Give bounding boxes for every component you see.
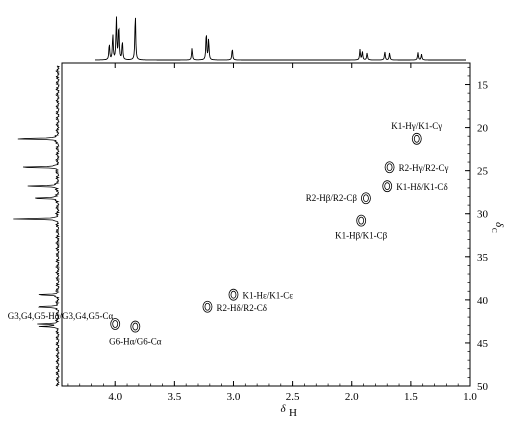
cross-peak-contour: [110, 318, 121, 330]
y-axis-label: δC: [490, 222, 505, 233]
x-tick-label: 3.0: [227, 391, 241, 403]
cross-peak-label: R2-Hδ/R2-Cδ: [216, 303, 266, 313]
x-tick-label: 3.5: [167, 391, 181, 403]
x-tick-label: 2.0: [345, 391, 359, 403]
cross-peak-contour: [356, 214, 367, 227]
y-tick-label: 20: [477, 123, 489, 135]
cross-peak-label: G6-Hα/G6-Cα: [109, 337, 162, 347]
y-tick-label: 15: [477, 80, 489, 92]
cross-peak-contour: [228, 288, 239, 301]
cross-peak-label: R2-Hγ/R2-Cγ: [399, 163, 449, 173]
cross-peak-contour-inner: [413, 134, 420, 143]
cross-peak-contour-inner: [204, 302, 211, 311]
cross-peak-contour: [382, 180, 393, 193]
cross-peak-contour: [130, 320, 141, 333]
x-axis-label-sub: H: [289, 407, 297, 419]
svg-text:δ: δ: [493, 222, 505, 228]
cross-peak-contour: [411, 132, 422, 145]
cross-peak-contour-inner: [132, 322, 139, 331]
cross-peak-contour-inner: [363, 194, 369, 203]
x-tick-label: 2.5: [286, 391, 300, 403]
cross-peak-contour-inner: [384, 182, 391, 191]
svg-text:C: C: [490, 228, 498, 233]
cross-peak-contour: [361, 192, 371, 205]
x-axis-label: δ: [280, 403, 286, 415]
y-tick-label: 45: [477, 338, 489, 350]
y-tick-label: 30: [477, 209, 489, 221]
y-tick-label: 35: [477, 252, 489, 264]
cross-peak-contour-inner: [112, 320, 119, 328]
cross-peak-label: K1-Hβ/K1-Cβ: [335, 231, 388, 241]
y-tick-label: 50: [477, 381, 489, 393]
plot-frame: [61, 62, 471, 387]
x-tick-label: 1.0: [463, 391, 477, 403]
y-tick-label: 25: [477, 166, 489, 178]
cross-peak-contour-inner: [230, 290, 237, 299]
cross-peak-contour: [202, 300, 213, 313]
y-tick-label: 40: [477, 295, 489, 307]
cross-peak-label: R2-Hβ/R2-Cβ: [306, 193, 358, 203]
cross-peak-contour-inner: [386, 163, 393, 172]
cross-peak-contour-inner: [358, 216, 365, 225]
cross-peak-contour: [384, 161, 395, 174]
cross-peak-label: K1-Hγ/K1-Cγ: [391, 121, 442, 131]
x-tick-label: 4.0: [108, 391, 122, 403]
cross-peak-label: K1-Hδ/K1-Cδ: [396, 182, 447, 192]
cross-peak-label: G3,G4,G5-Hα/G3,G4,G5-Cα: [8, 311, 114, 321]
x-tick-label: 1.5: [404, 391, 418, 403]
carbon-projection-trace: [13, 65, 61, 387]
proton-projection-trace: [95, 16, 466, 61]
cross-peak-label: K1-Hε/K1-Cε: [242, 291, 293, 301]
